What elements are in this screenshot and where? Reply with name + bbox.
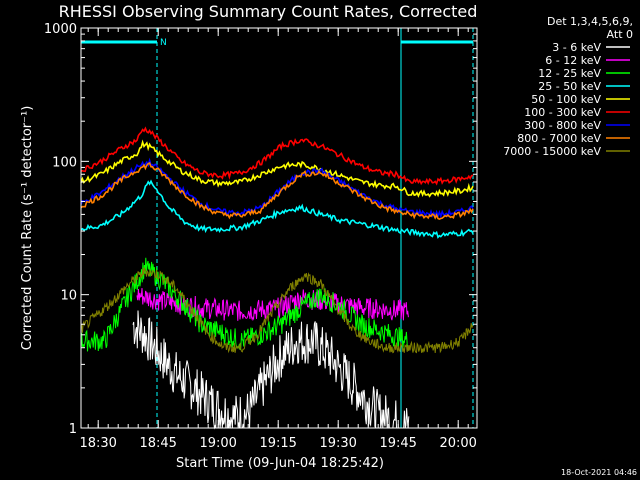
legend-header-line: Att 0: [607, 28, 633, 41]
y-tick-label: 1000: [44, 22, 77, 37]
x-axis-label: Start Time (09-Jun-04 18:25:42): [176, 456, 384, 471]
series-line-7: [80, 162, 474, 220]
night-marker-label: N: [160, 38, 167, 48]
x-tick-label: 18:30: [79, 436, 116, 451]
series-line-8: [80, 267, 474, 354]
legend-label: 100 - 300 keV: [524, 106, 601, 119]
series-line-5: [80, 126, 474, 186]
x-tick-label: 19:30: [319, 436, 356, 451]
x-tick-label: 19:00: [199, 436, 236, 451]
legend-label: 50 - 100 keV: [531, 93, 601, 106]
chart-title: RHESSI Observing Summary Count Rates, Co…: [59, 2, 478, 21]
x-tick-label: 19:45: [379, 436, 416, 451]
axis-frame: [80, 27, 478, 429]
y-axis-label: Corrected Count Rate (s⁻¹ detector⁻¹): [20, 106, 35, 351]
legend-label: 6 - 12 keV: [545, 54, 601, 67]
legend-label: 3 - 6 keV: [552, 41, 601, 54]
legend-label: 25 - 50 keV: [538, 80, 601, 93]
y-tick-label: 10: [60, 289, 77, 304]
plot-area: N 1 10 100 1000 18:30 18:45 19:00 19:15 19:30 19:4…: [44, 22, 478, 451]
x-tick-label: 19:15: [259, 436, 296, 451]
series-line-4: [80, 139, 474, 198]
timestamp: 18-Oct-2021 04:46: [561, 468, 637, 477]
x-tick-label: 18:45: [139, 436, 176, 451]
legend-label: 12 - 25 keV: [538, 67, 601, 80]
y-tick-label: 1: [69, 422, 77, 437]
legend-header-line: Det 1,3,4,5,6,9,: [547, 15, 633, 28]
x-tick-label: 20:00: [439, 436, 476, 451]
series-line-0: [132, 310, 410, 430]
legend-label: 7000 - 15000 keV: [503, 145, 601, 158]
legend-label: 300 - 800 keV: [524, 119, 601, 132]
y-tick-label: 100: [52, 155, 77, 170]
series-line-3: [80, 179, 474, 239]
legend-label: 800 - 7000 keV: [517, 132, 601, 145]
series-line-2: [80, 257, 409, 352]
